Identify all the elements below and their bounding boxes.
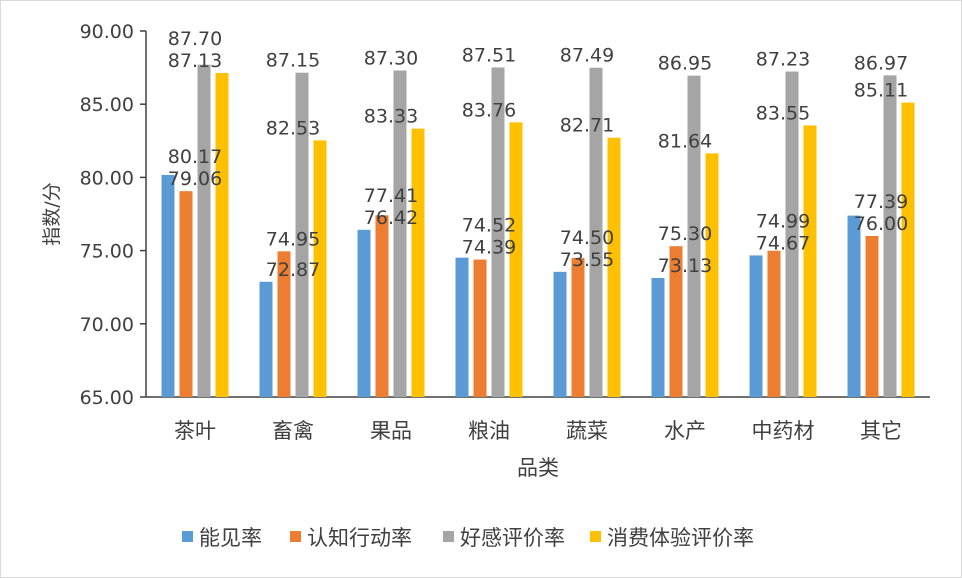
legend-swatch — [590, 531, 601, 542]
x-tick-label: 其它 — [860, 419, 902, 443]
data-label: 82.71 — [560, 115, 614, 137]
legend-label: 认知行动率 — [307, 526, 412, 550]
y-tick-label: 65.00 — [80, 387, 134, 409]
data-label: 83.55 — [756, 102, 810, 124]
x-tick-label: 茶叶 — [174, 419, 216, 443]
bar-0 — [847, 215, 861, 397]
data-label: 82.53 — [266, 117, 320, 139]
data-label: 83.76 — [462, 99, 516, 121]
bar-0 — [161, 174, 175, 397]
bar-1 — [865, 235, 879, 397]
x-tick-label: 畜禽 — [272, 419, 314, 443]
bar-3 — [705, 153, 719, 397]
data-label: 76.42 — [364, 207, 418, 229]
data-label: 74.67 — [756, 232, 810, 254]
y-tick-label: 80.00 — [80, 167, 134, 189]
data-label: 87.30 — [364, 48, 418, 70]
legend-swatch — [182, 531, 193, 542]
x-tick-label: 水产 — [664, 419, 706, 443]
data-label: 79.06 — [168, 168, 222, 190]
legend-swatch — [443, 531, 454, 542]
y-tick-label: 90.00 — [80, 21, 134, 43]
data-label: 80.17 — [168, 146, 222, 168]
data-label: 87.51 — [462, 44, 516, 66]
bar-2 — [883, 75, 897, 398]
bar-0 — [259, 281, 273, 397]
x-tick-label: 蔬菜 — [566, 419, 608, 443]
data-label: 81.64 — [658, 130, 712, 152]
data-label: 87.70 — [168, 28, 222, 50]
bar-2 — [197, 64, 211, 397]
data-label: 83.33 — [364, 106, 418, 128]
data-label: 73.55 — [560, 249, 614, 271]
bar-1 — [179, 191, 193, 397]
legend-label: 能见率 — [199, 526, 262, 550]
data-label: 86.95 — [658, 53, 712, 75]
data-label: 74.95 — [266, 228, 320, 250]
legend-swatch — [290, 531, 301, 542]
legend-label: 好感评价率 — [460, 526, 565, 550]
x-tick-label: 粮油 — [468, 419, 510, 443]
data-label: 87.23 — [756, 49, 810, 71]
data-label: 74.39 — [462, 237, 516, 259]
data-label: 77.41 — [364, 185, 418, 207]
bar-3 — [607, 137, 621, 398]
bar-0 — [553, 271, 567, 397]
bar-3 — [901, 102, 915, 397]
bar-3 — [215, 73, 229, 398]
bar-2 — [589, 67, 603, 397]
y-tick-label: 70.00 — [80, 314, 134, 336]
bar-1 — [669, 246, 683, 397]
legend-label: 消费体验评价率 — [607, 526, 754, 550]
bar-3 — [411, 128, 425, 397]
data-label: 76.00 — [854, 213, 908, 235]
bar-0 — [357, 229, 371, 397]
data-label: 77.39 — [854, 191, 908, 213]
data-label: 87.49 — [560, 45, 614, 67]
x-tick-label: 果品 — [370, 419, 412, 443]
bar-1 — [767, 250, 781, 397]
y-axis-title: 指数/分 — [41, 182, 63, 245]
bar-1 — [571, 257, 585, 397]
data-label: 87.15 — [266, 50, 320, 72]
bar-1 — [473, 259, 487, 397]
bar-2 — [295, 72, 309, 397]
bar-3 — [313, 140, 327, 398]
bar-3 — [803, 125, 817, 397]
data-label: 74.99 — [756, 210, 810, 232]
bar-1 — [375, 215, 389, 397]
data-label: 85.11 — [854, 80, 908, 102]
data-label: 74.50 — [560, 227, 614, 249]
bar-1 — [277, 251, 291, 397]
data-label: 72.87 — [266, 259, 320, 281]
data-label: 73.13 — [658, 255, 712, 277]
y-tick-label: 75.00 — [80, 241, 134, 263]
bar-0 — [651, 277, 665, 397]
data-label: 86.97 — [854, 52, 908, 74]
data-label: 75.30 — [658, 223, 712, 245]
x-axis-title: 品类 — [517, 456, 559, 480]
x-tick-label: 中药材 — [752, 419, 815, 443]
data-label: 87.13 — [168, 50, 222, 72]
bar-3 — [509, 122, 523, 397]
bar-0 — [749, 255, 763, 397]
bar-2 — [687, 75, 701, 397]
bar-2 — [393, 70, 407, 397]
data-label: 74.52 — [462, 215, 516, 237]
bar-0 — [455, 257, 469, 397]
bar-2 — [785, 71, 799, 398]
bar-2 — [491, 67, 505, 397]
y-tick-label: 85.00 — [80, 94, 134, 116]
